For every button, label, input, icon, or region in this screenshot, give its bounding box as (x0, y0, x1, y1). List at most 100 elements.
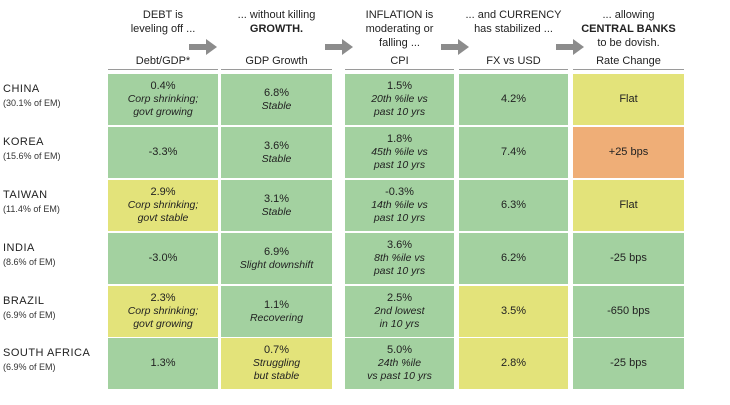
column-header-rule (108, 69, 218, 70)
table-cell: 2.5% 2nd lowest in 10 yrs (345, 286, 454, 337)
table-cell: -25 bps (573, 338, 684, 389)
narrative-line: ... allowing (602, 9, 655, 21)
column-header-2: GDP Growth (245, 55, 308, 67)
table-cell: 4.2% (459, 74, 568, 125)
cell-value: 2.8% (500, 357, 527, 369)
table-cell: -3.3% (108, 127, 218, 178)
narrative-header-3: INFLATION is moderating or falling ... (345, 8, 454, 50)
cell-note: 14th %ile vs (371, 199, 428, 211)
cell-value: 5.0% (386, 344, 413, 356)
cell-note: govt growing (133, 106, 193, 118)
table-cell: Flat (573, 74, 684, 125)
column-header-rule (221, 69, 332, 70)
cell-value: 1.5% (386, 80, 413, 92)
cell-value: -3.3% (148, 146, 178, 158)
narrative-line: falling ... (379, 37, 420, 49)
cell-note: but stable (253, 370, 300, 382)
column-header-rule (459, 69, 568, 70)
cell-value: 2.9% (150, 186, 176, 198)
table-cell: 1.1% Recovering (221, 286, 332, 337)
cell-value: +25 bps (608, 146, 649, 158)
cell-value: 2.3% (150, 292, 176, 304)
cell-value: -25 bps (610, 357, 647, 369)
arrow-right-icon (325, 39, 353, 55)
cell-note: Struggling (252, 357, 301, 369)
cell-value: 3.1% (263, 192, 290, 205)
country-weight: (30.1% of EM) (3, 98, 61, 108)
column-header-3: CPI (390, 55, 409, 67)
narrative-header-4: ... and CURRENCY has stabilized ... (459, 8, 568, 36)
cell-note: Stable (261, 99, 292, 112)
cell-note: past 10 yrs (373, 159, 426, 171)
cell-note: 24th %ile (377, 357, 422, 369)
narrative-header-1: DEBT is leveling off ... (108, 8, 218, 36)
cell-value: Flat (619, 199, 638, 211)
table-cell: 2.9% Corp shrinking; govt stable (108, 180, 218, 231)
cell-value: 0.7% (263, 344, 290, 356)
cell-note: 20th %ile vs (371, 93, 428, 105)
cell-value: Flat (619, 93, 638, 105)
cell-note: past 10 yrs (373, 265, 426, 277)
row-label-india: INDIA (8.6% of EM) (3, 241, 56, 269)
cell-note: Slight downshift (239, 258, 314, 271)
narrative-line: to be dovish. (597, 37, 660, 49)
table-cell: +25 bps (573, 127, 684, 178)
narrative-header-5: ... allowing CENTRAL BANKS to be dovish. (573, 8, 684, 50)
column-header-5: Rate Change (596, 55, 661, 67)
cell-note: govt stable (137, 212, 189, 224)
table-cell: 3.6% 8th %ile vs past 10 yrs (345, 233, 454, 284)
narrative-line: moderating or (365, 23, 434, 35)
cell-value: 2.5% (386, 292, 413, 304)
row-label-south-africa: SOUTH AFRICA (6.9% of EM) (3, 346, 90, 374)
cell-note: past 10 yrs (373, 212, 426, 224)
cell-note: Corp shrinking; (127, 199, 199, 211)
table-cell: 1.5% 20th %ile vs past 10 yrs (345, 74, 454, 125)
table-cell: 3.6% Stable (221, 127, 332, 178)
country-weight: (15.6% of EM) (3, 151, 61, 161)
cell-note: 2nd lowest (374, 305, 425, 317)
cell-note: Stable (261, 205, 292, 218)
cell-note: govt growing (133, 318, 193, 330)
table-cell: Flat (573, 180, 684, 231)
narrative-line: ... and CURRENCY (465, 9, 562, 21)
table-cell: 3.1% Stable (221, 180, 332, 231)
column-header-rule (573, 69, 684, 70)
country-name: CHINA (3, 83, 40, 95)
table-cell: 0.7% Struggling but stable (221, 338, 332, 389)
table-cell: -650 bps (573, 286, 684, 337)
narrative-line: DEBT is (142, 9, 184, 21)
narrative-line: ... without killing (237, 9, 316, 21)
cell-note: in 10 yrs (379, 318, 420, 330)
cell-value: 4.2% (500, 93, 527, 105)
narrative-line: GROWTH. (249, 23, 304, 35)
cell-value: 1.1% (263, 298, 290, 311)
country-weight: (11.4% of EM) (3, 204, 60, 214)
cell-note: past 10 yrs (373, 106, 426, 118)
country-name: KOREA (3, 136, 45, 148)
cell-note: Recovering (249, 311, 304, 324)
column-header-rule (345, 69, 454, 70)
cell-value: 3.6% (263, 139, 290, 152)
narrative-line: has stabilized ... (474, 23, 553, 35)
country-weight: (6.9% of EM) (3, 310, 56, 320)
table-cell: 6.9% Slight downshift (221, 233, 332, 284)
table-cell: 1.3% (108, 338, 218, 389)
cell-value: 1.3% (150, 357, 176, 369)
cell-note: Corp shrinking; (127, 93, 199, 105)
cell-value: 6.2% (500, 252, 527, 264)
row-label-taiwan: TAIWAN (11.4% of EM) (3, 188, 60, 216)
country-name: SOUTH AFRICA (3, 347, 91, 359)
table-cell: 7.4% (459, 127, 568, 178)
table-cell: -25 bps (573, 233, 684, 284)
narrative-line: leveling off ... (130, 23, 196, 35)
narrative-header-2: ... without killing GROWTH. (221, 8, 332, 36)
cell-value: -25 bps (610, 252, 647, 264)
table-cell: 6.2% (459, 233, 568, 284)
country-name: TAIWAN (3, 189, 48, 201)
row-label-korea: KOREA (15.6% of EM) (3, 135, 61, 163)
table-cell: 6.3% (459, 180, 568, 231)
table-cell: 5.0% 24th %ile vs past 10 yrs (345, 338, 454, 389)
table-cell: 2.3% Corp shrinking; govt growing (108, 286, 218, 337)
cell-note: 45th %ile vs (371, 146, 428, 158)
row-label-china: CHINA (30.1% of EM) (3, 82, 61, 110)
